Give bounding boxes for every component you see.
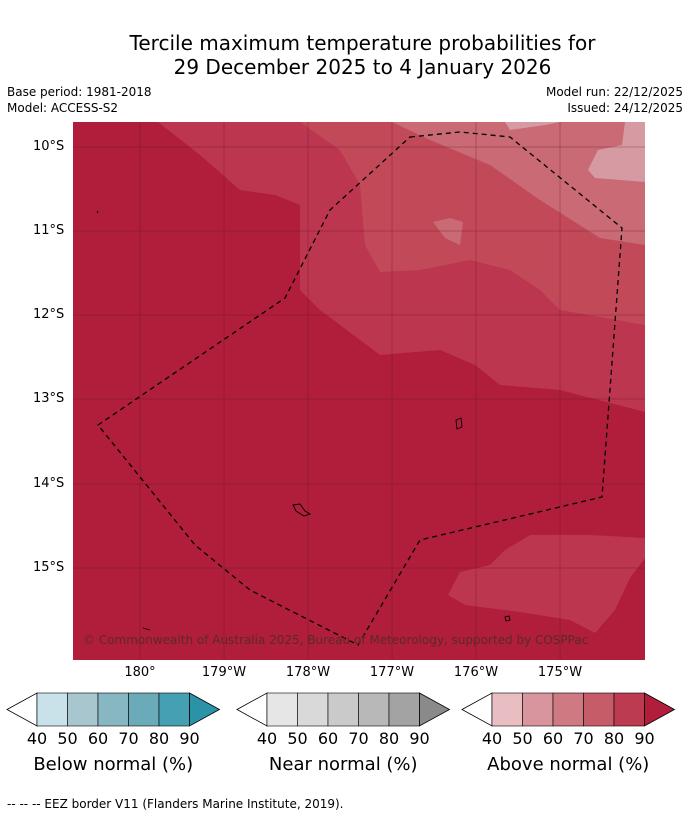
colorbar-tick-label: 90 [634, 729, 655, 748]
lat-label: 13°S [33, 391, 65, 406]
colorbar-tick-label: 90 [409, 729, 430, 748]
gridlines [73, 122, 645, 660]
colorbar-tick-label: 70 [348, 729, 369, 748]
map-title-line2: 29 December 2025 to 4 January 2026 [173, 55, 552, 79]
lat-label: 14°S [33, 476, 65, 491]
lat-label: 15°S [33, 560, 65, 575]
colorbar-tick-label: 40 [481, 729, 503, 748]
meta-right: Model run: 22/12/2025 Issued: 24/12/2025 [546, 84, 683, 116]
colorbar-label: Above normal (%) [487, 754, 650, 775]
colorbar-tick-label: 90 [179, 729, 200, 748]
lat-label: 12°S [33, 307, 65, 322]
colorbar-tick-label: 40 [256, 729, 278, 748]
base-period: Base period: 1981-2018 [7, 85, 152, 99]
colorbar-label: Near normal (%) [268, 754, 418, 775]
issued-date: Issued: 24/12/2025 [567, 101, 683, 115]
colorbar-tick-label: 50 [287, 729, 308, 748]
colorbar-tick-label: 80 [603, 729, 625, 748]
colorbar-tick-label: 60 [87, 729, 109, 748]
copyright-notice: © Commonwealth of Australia 2025, Bureau… [83, 633, 589, 647]
island-outline [455, 417, 463, 430]
map-title-line1: Tercile maximum temperature probabilitie… [129, 31, 596, 55]
lon-label: 179°W [201, 665, 247, 680]
map-region-70-south [448, 535, 645, 633]
island-outline [504, 615, 511, 622]
colorbar-label: Below normal (%) [33, 754, 194, 775]
colorbar-tick-label: 80 [378, 729, 400, 748]
colorbar-tick-label: 60 [317, 729, 339, 748]
lon-label: 176°W [453, 665, 499, 680]
lon-label: 178°W [285, 665, 331, 680]
lon-label: 177°W [369, 665, 415, 680]
colorbar-tick-label: 50 [512, 729, 533, 748]
lat-label: 11°S [33, 223, 65, 238]
island-outline [96, 210, 99, 214]
colorbar-tick-label: 60 [542, 729, 564, 748]
eez-border [97, 131, 623, 646]
map-region-50 [392, 122, 645, 245]
colorbar-tick-label: 70 [573, 729, 594, 748]
colorbar-tick-label: 50 [57, 729, 78, 748]
lat-label: 10°S [33, 139, 65, 154]
meta-left: Base period: 1981-2018 Model: ACCESS-S2 [7, 84, 152, 116]
islands [96, 210, 511, 631]
colorbar-tick-label: 80 [148, 729, 170, 748]
colorbar-tick-label: 40 [26, 729, 48, 748]
lon-label: 180° [124, 665, 156, 680]
island-outline [142, 627, 151, 631]
model-run: Model run: 22/12/2025 [545, 85, 683, 99]
island-outline [292, 503, 312, 517]
colorbar-tick-label: 70 [118, 729, 139, 748]
map-region-40 [505, 122, 645, 182]
lon-label: 175°W [537, 665, 583, 680]
model-name: Model: ACCESS-S2 [7, 101, 119, 115]
eez-footnote: -- -- -- EEZ border V11 (Flanders Marine… [7, 797, 344, 811]
map-region-50-patch [433, 218, 463, 245]
